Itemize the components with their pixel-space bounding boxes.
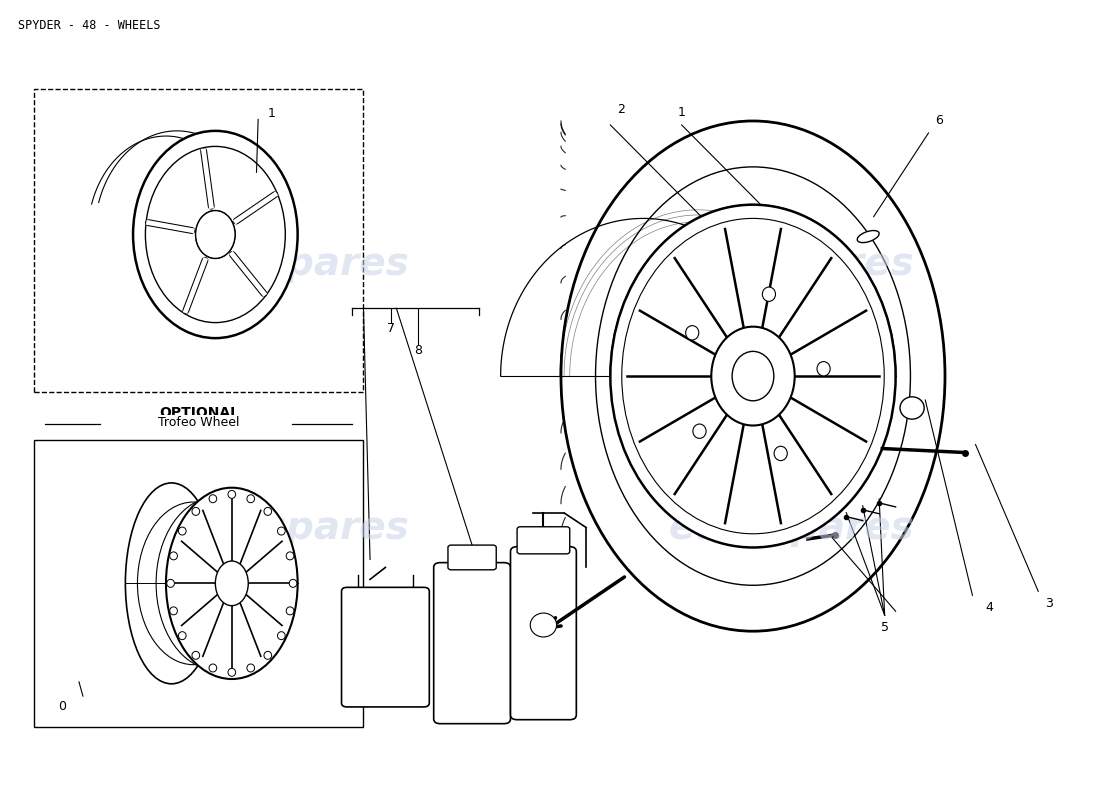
Text: eurospares: eurospares — [669, 509, 914, 546]
Text: 6: 6 — [936, 114, 944, 127]
Ellipse shape — [774, 446, 788, 461]
Ellipse shape — [167, 579, 175, 587]
Ellipse shape — [595, 167, 911, 586]
Ellipse shape — [289, 579, 297, 587]
Ellipse shape — [209, 494, 217, 502]
Ellipse shape — [133, 131, 298, 338]
Ellipse shape — [178, 632, 186, 640]
Ellipse shape — [530, 613, 557, 637]
Text: 0: 0 — [57, 701, 66, 714]
Text: eurospares: eurospares — [164, 509, 409, 546]
Text: SPYDER - 48 - WHEELS: SPYDER - 48 - WHEELS — [18, 19, 161, 32]
Ellipse shape — [685, 326, 698, 340]
FancyBboxPatch shape — [448, 545, 496, 570]
Text: 5: 5 — [881, 621, 889, 634]
Text: Trofeo Wheel: Trofeo Wheel — [158, 417, 240, 430]
Ellipse shape — [264, 507, 272, 515]
FancyBboxPatch shape — [510, 546, 576, 720]
Ellipse shape — [178, 527, 186, 535]
Ellipse shape — [228, 490, 235, 498]
Ellipse shape — [264, 651, 272, 659]
Ellipse shape — [228, 668, 235, 676]
Ellipse shape — [166, 488, 298, 679]
Text: 2: 2 — [617, 102, 625, 115]
Ellipse shape — [733, 351, 773, 401]
Ellipse shape — [277, 632, 285, 640]
Ellipse shape — [286, 607, 294, 615]
Ellipse shape — [169, 607, 177, 615]
Text: eurospares: eurospares — [164, 246, 409, 283]
Text: eurospares: eurospares — [669, 246, 914, 283]
Ellipse shape — [196, 210, 235, 258]
Ellipse shape — [196, 210, 235, 258]
Ellipse shape — [762, 287, 776, 302]
FancyBboxPatch shape — [517, 526, 570, 554]
Ellipse shape — [192, 651, 200, 659]
Ellipse shape — [156, 498, 275, 670]
Ellipse shape — [138, 502, 250, 665]
Ellipse shape — [145, 146, 285, 322]
Ellipse shape — [125, 483, 218, 684]
FancyBboxPatch shape — [341, 587, 429, 707]
Ellipse shape — [693, 424, 706, 438]
Text: 4: 4 — [984, 601, 993, 614]
FancyBboxPatch shape — [433, 562, 510, 724]
Text: 3: 3 — [1045, 597, 1053, 610]
Ellipse shape — [286, 552, 294, 560]
Ellipse shape — [621, 218, 884, 534]
Ellipse shape — [900, 397, 924, 419]
Ellipse shape — [246, 664, 254, 672]
Ellipse shape — [216, 561, 249, 606]
Text: 1: 1 — [267, 107, 275, 120]
Ellipse shape — [610, 205, 895, 547]
Text: 8: 8 — [415, 344, 422, 357]
Ellipse shape — [169, 552, 177, 560]
Ellipse shape — [561, 121, 945, 631]
Ellipse shape — [857, 230, 879, 242]
Bar — [34, 89, 363, 392]
Ellipse shape — [192, 507, 200, 515]
Ellipse shape — [277, 527, 285, 535]
Text: OPTIONAL: OPTIONAL — [158, 406, 239, 420]
Ellipse shape — [246, 494, 254, 502]
Ellipse shape — [817, 362, 830, 376]
Ellipse shape — [712, 326, 794, 426]
Text: 7: 7 — [387, 322, 395, 334]
Bar — [34, 440, 363, 727]
Text: 1: 1 — [678, 106, 685, 119]
Ellipse shape — [209, 664, 217, 672]
